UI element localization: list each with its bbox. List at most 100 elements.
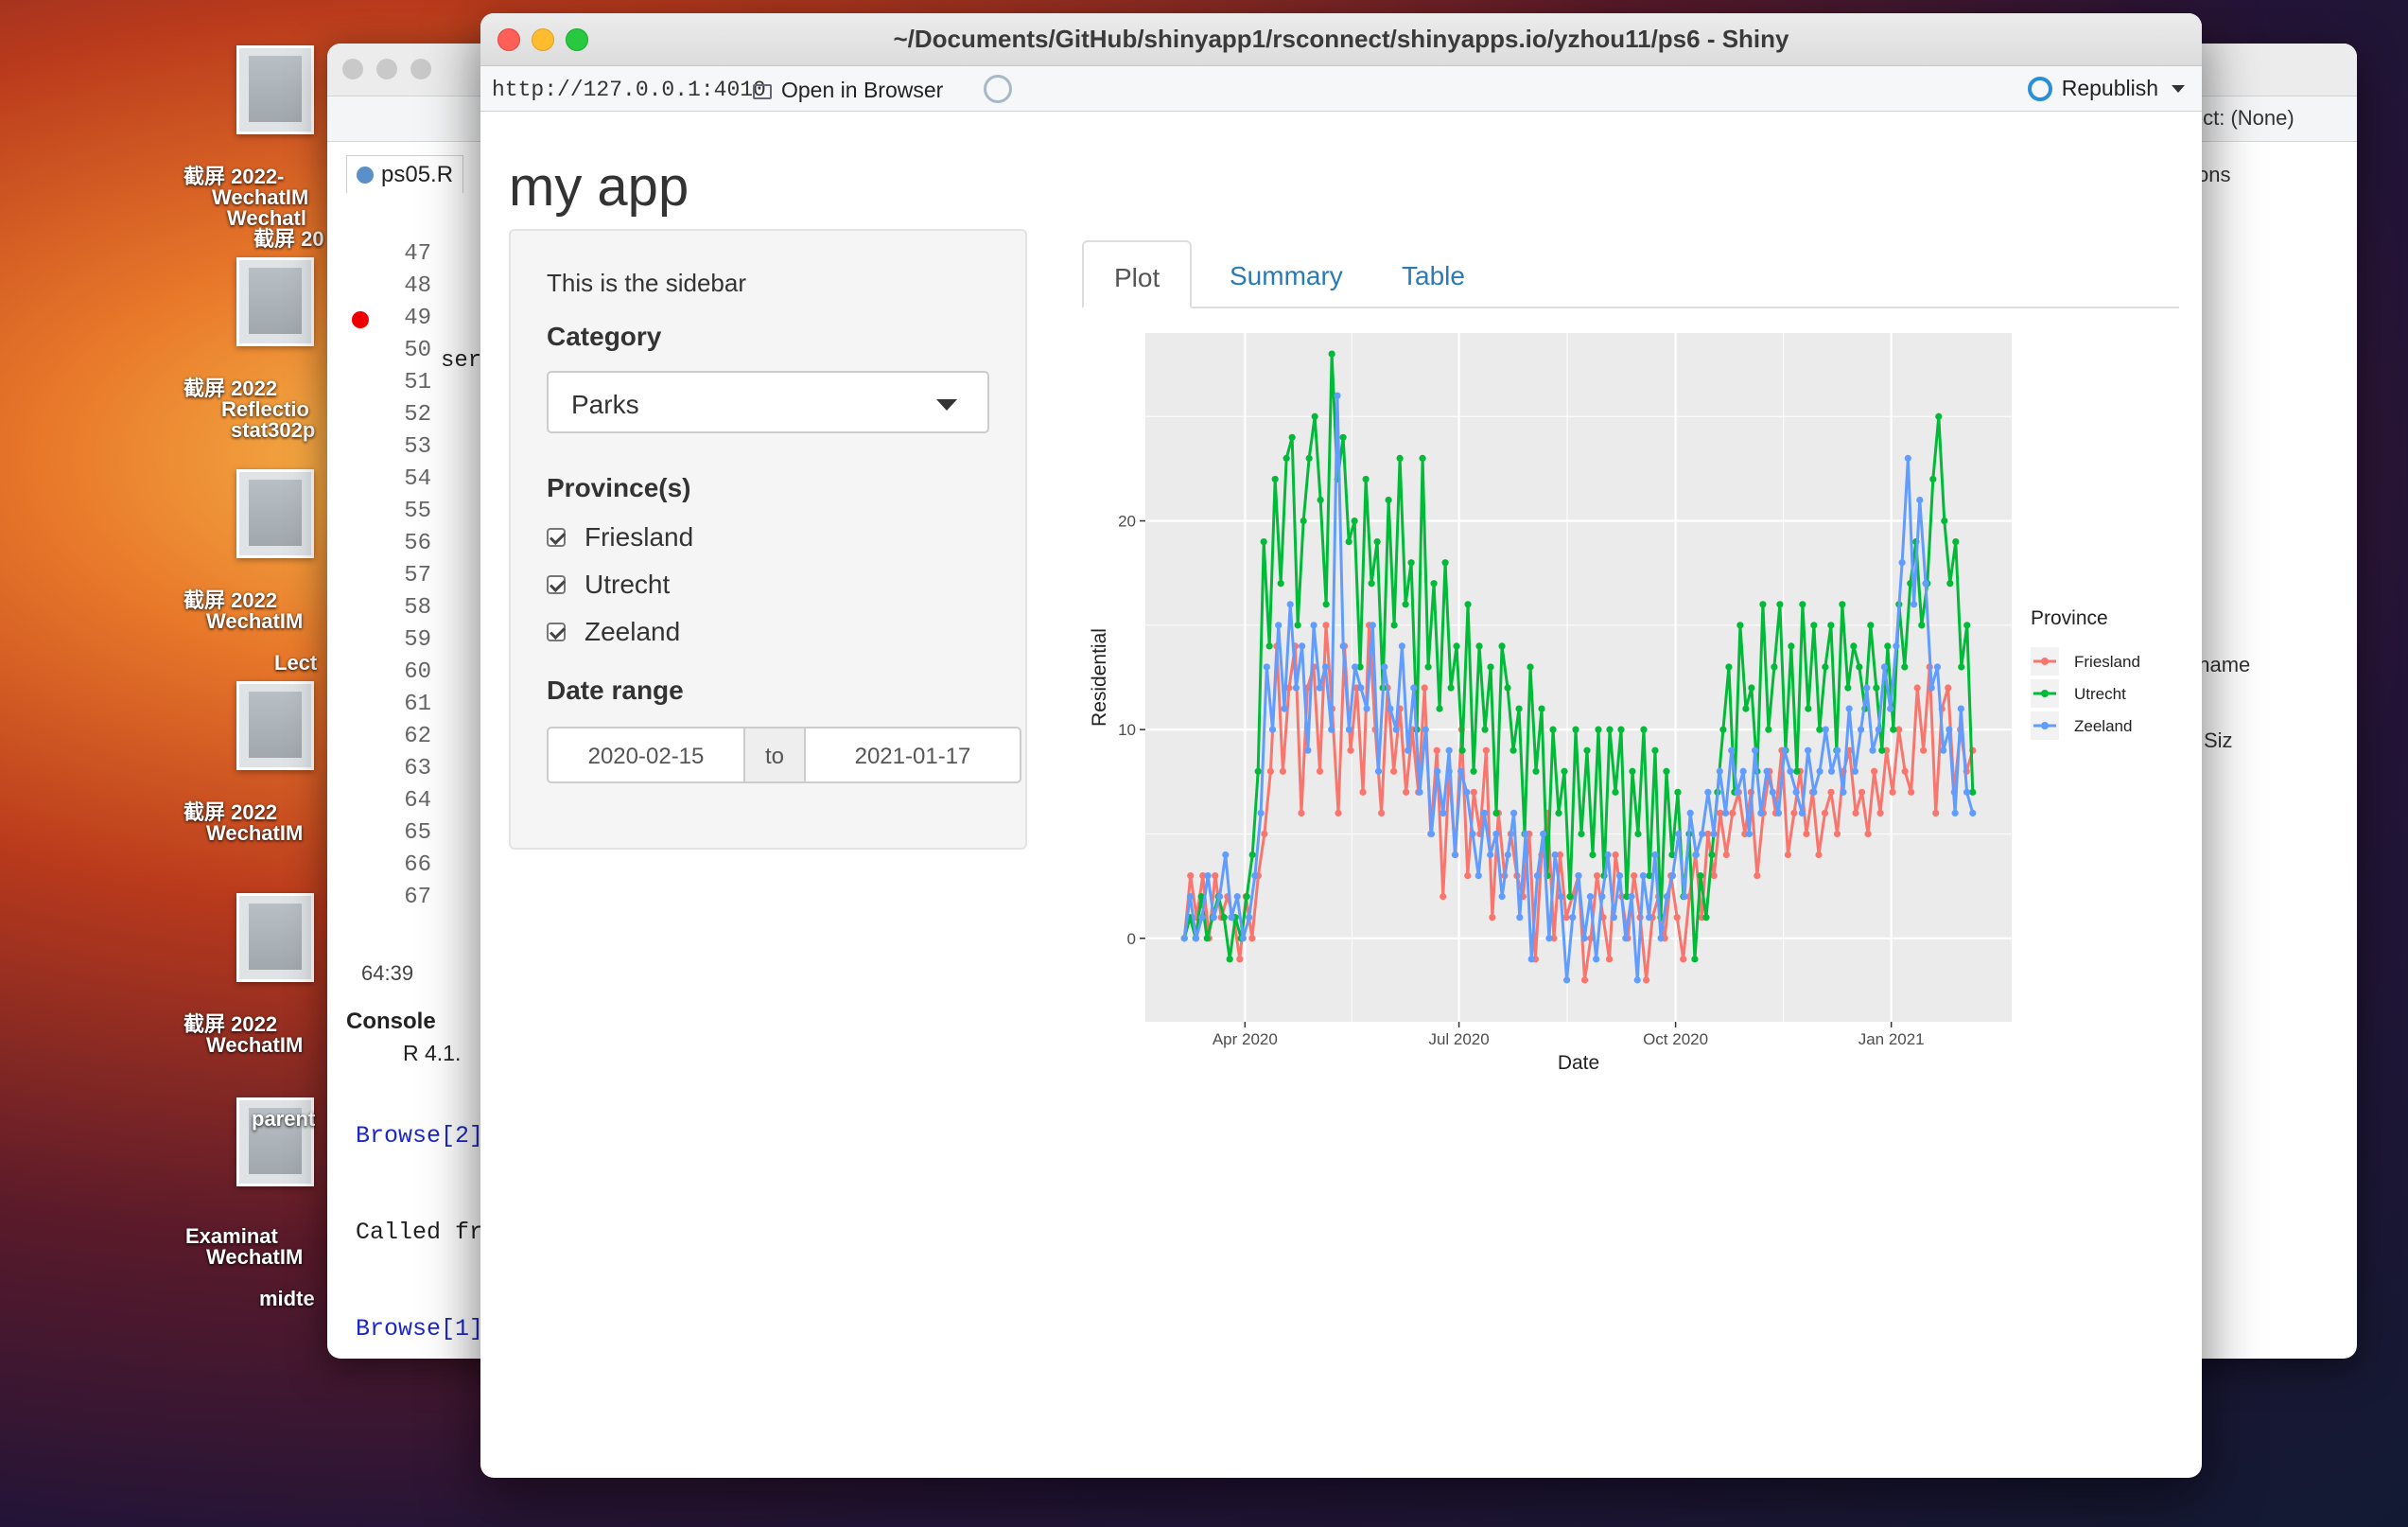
line-number: 62: [404, 724, 431, 749]
line-number: 54: [404, 466, 431, 492]
data-point-zeeland: [1527, 956, 1535, 963]
data-point-utrecht: [1725, 663, 1733, 671]
tab-plot[interactable]: Plot: [1082, 240, 1193, 308]
data-point-zeeland: [1734, 788, 1741, 796]
project-menu[interactable]: ject: (None): [2187, 106, 2295, 130]
data-point-utrecht: [1856, 663, 1863, 671]
residential-plot: 0 10 20 Apr 2020 Jul 2020 Oct 2020 Jan 2021 Dat…: [1089, 333, 2140, 1074]
data-point-friesland: [1876, 809, 1884, 816]
data-point-zeeland: [1299, 642, 1306, 650]
tab-summary[interactable]: Summary: [1230, 261, 1343, 290]
data-point-zeeland: [1292, 684, 1300, 692]
legend-key-point: [2041, 690, 2049, 697]
data-point-friesland: [1378, 809, 1386, 816]
console-output[interactable]: Browse[2]: Called fr Browse[1]: debug at…: [356, 1056, 497, 1359]
data-point-utrecht: [1890, 726, 1897, 733]
data-point-zeeland: [1940, 746, 1947, 754]
console-tab[interactable]: Console: [346, 1009, 436, 1034]
data-point-utrecht: [1305, 454, 1313, 462]
data-point-friesland: [1870, 767, 1878, 775]
checkbox-label: Utrecht: [585, 570, 671, 599]
checkbox-checked-icon[interactable]: [547, 623, 566, 641]
data-point-zeeland: [1910, 601, 1918, 608]
url-display[interactable]: http://127.0.0.1:4010: [492, 78, 766, 102]
data-point-utrecht: [1873, 684, 1880, 692]
files-column-name[interactable]: ename: [2187, 653, 2251, 676]
data-point-zeeland: [1805, 746, 1812, 754]
code-fragment[interactable]: ser: [441, 348, 482, 374]
data-point-friesland: [1316, 767, 1324, 775]
data-point-utrecht: [1719, 726, 1727, 733]
data-point-friesland: [1593, 871, 1601, 880]
data-point-zeeland: [1880, 663, 1889, 671]
desktop-file-thumbnail[interactable]: [236, 1097, 314, 1186]
desktop-file-thumbnail[interactable]: [236, 257, 314, 346]
tab-table[interactable]: Table: [1402, 261, 1465, 290]
date-start-input[interactable]: 2020-02-15: [547, 727, 745, 783]
breakpoint-line-number[interactable]: 49: [342, 303, 456, 335]
data-point-zeeland: [1463, 788, 1471, 796]
rstudio-minimize-button[interactable]: [376, 59, 397, 79]
line-number: 50: [404, 338, 431, 363]
zoom-button[interactable]: [566, 28, 588, 51]
data-point-zeeland: [1251, 871, 1259, 880]
category-select[interactable]: Parks: [547, 371, 989, 433]
desktop-file-thumbnail[interactable]: [236, 893, 314, 982]
data-point-utrecht: [1345, 538, 1352, 546]
shiny-window[interactable]: ~/Documents/GitHub/shinyapp1/rsconnect/s…: [480, 13, 2202, 1478]
data-point-zeeland: [1763, 767, 1771, 775]
category-selected-value: Parks: [571, 390, 639, 419]
date-end-input[interactable]: 2021-01-17: [804, 727, 1021, 783]
line-number: 57: [404, 563, 431, 588]
data-point-utrecht: [1368, 580, 1375, 588]
open-in-browser-button[interactable]: Open in Browser: [747, 74, 949, 107]
data-point-zeeland: [1498, 893, 1506, 901]
data-point-utrecht: [1527, 663, 1534, 671]
data-point-zeeland: [1321, 663, 1330, 671]
refresh-icon[interactable]: [984, 75, 1012, 103]
right-pane-tab[interactable]: tions: [2187, 163, 2231, 186]
republish-button[interactable]: Republish: [2027, 76, 2185, 101]
data-point-utrecht: [1878, 746, 1886, 754]
data-point-utrecht: [1243, 893, 1250, 901]
data-point-utrecht: [1793, 767, 1801, 775]
data-point-friesland: [1913, 684, 1921, 692]
data-point-friesland: [1784, 851, 1792, 859]
data-point-utrecht: [1509, 746, 1517, 754]
editor-tab-ps05[interactable]: ps05.R: [346, 155, 464, 193]
data-point-utrecht: [1623, 893, 1631, 901]
desktop-file-thumbnail[interactable]: [236, 469, 314, 558]
data-point-zeeland: [1827, 767, 1836, 775]
desktop-file-thumbnail[interactable]: [236, 45, 314, 134]
data-point-utrecht: [1538, 705, 1545, 712]
axes-layer: 0 10 20 Apr 2020 Jul 2020 Oct 2020 Jan 2021 Dat…: [1089, 513, 1925, 1074]
desktop-label: WechatIM: [206, 821, 304, 845]
window-titlebar[interactable]: ~/Documents/GitHub/shinyapp1/rsconnect/s…: [480, 13, 2202, 66]
data-point-friesland: [1710, 871, 1718, 880]
legend: Province Friesland Utrecht Zeeland: [2031, 607, 2140, 740]
data-point-friesland: [1704, 830, 1712, 838]
data-point-zeeland: [1451, 851, 1458, 859]
data-point-friesland: [1858, 788, 1866, 796]
data-point-zeeland: [1686, 809, 1694, 816]
rstudio-zoom-button[interactable]: [410, 59, 431, 79]
desktop-file-thumbnail[interactable]: [236, 681, 314, 770]
checkbox-checked-icon[interactable]: [547, 528, 566, 547]
close-button[interactable]: [497, 28, 520, 51]
data-point-zeeland: [1893, 642, 1900, 650]
data-point-utrecht: [1294, 622, 1301, 629]
data-point-utrecht: [1805, 705, 1812, 712]
republish-label: Republish: [2061, 76, 2158, 100]
minimize-button[interactable]: [532, 28, 554, 51]
data-point-friesland: [1729, 809, 1736, 816]
checkbox-checked-icon[interactable]: [547, 575, 566, 594]
chevron-down-icon[interactable]: [2172, 85, 2185, 93]
data-point-friesland: [1212, 871, 1219, 880]
data-point-utrecht: [1532, 767, 1540, 775]
data-point-zeeland: [1710, 830, 1718, 838]
data-point-zeeland: [1822, 726, 1829, 733]
files-column-size[interactable]: Siz: [2204, 728, 2233, 752]
rstudio-close-button[interactable]: [342, 59, 363, 79]
data-point-zeeland: [1469, 830, 1476, 838]
checkbox-label: Friesland: [585, 522, 694, 552]
